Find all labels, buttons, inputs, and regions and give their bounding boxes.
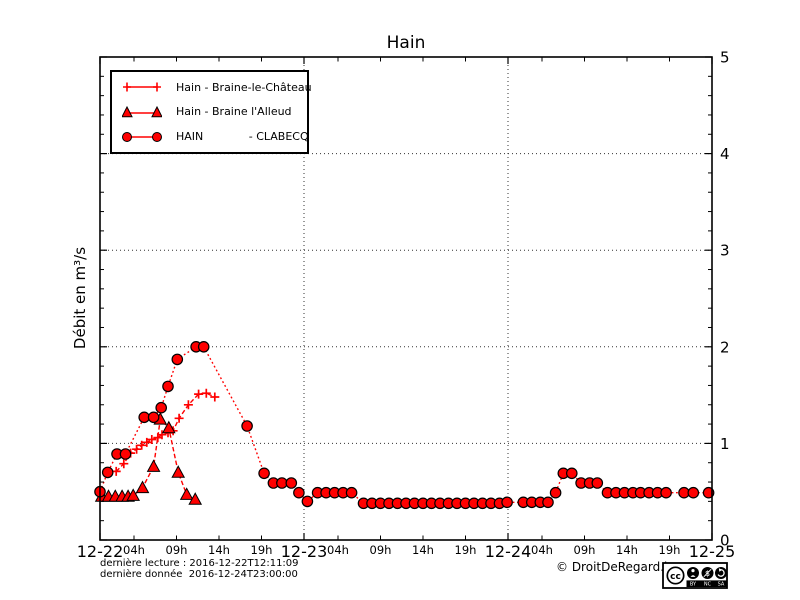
svg-text:cc: cc — [670, 572, 681, 582]
copyright-text: © DroitDeRegard.be — [556, 560, 680, 574]
data-point-plus — [201, 388, 211, 398]
data-point-circle — [702, 486, 715, 499]
series-line-2 — [99, 346, 709, 504]
plus-marker-icon — [123, 82, 161, 92]
triangle-marker-icon — [122, 105, 162, 118]
x-tick-label-hour: 09h — [370, 543, 392, 557]
badge-strip — [686, 580, 727, 587]
circle-marker-icon — [122, 131, 162, 142]
last-reading-text: dernière lecture : 2016-12-22T12:11:09 — [100, 558, 299, 569]
data-point-triangle — [146, 459, 161, 472]
data-point-circle — [119, 448, 132, 460]
data-point-circle — [660, 486, 672, 499]
by-person-icon — [687, 567, 699, 579]
data-point-triangle — [161, 420, 176, 434]
sa-arrow-icon — [715, 567, 727, 579]
data-point-circle — [542, 496, 554, 509]
y-tick-label: 3 — [720, 242, 730, 260]
cc-icon: cc — [666, 566, 685, 585]
legend-label: Hain - Braine l'Alleud — [176, 105, 292, 119]
cc-by-nc-sa-badge: cc $ BY NC SA — [662, 562, 728, 589]
x-tick-label-hour: 19h — [455, 543, 477, 557]
data-point-triangle — [126, 488, 141, 501]
data-point-circle — [258, 467, 270, 480]
y-tick-label: 0 — [720, 532, 730, 550]
x-tick-label-hour: 19h — [659, 543, 681, 557]
data-point-triangle — [179, 487, 194, 500]
x-tick-label-day: 12-23 — [281, 542, 328, 561]
data-point-plus — [157, 430, 167, 440]
x-tick-label-hour: 04h — [531, 543, 553, 557]
last-data-text: dernière donnée 2016-12-24T23:00:00 — [100, 569, 298, 580]
y-tick-label: 1 — [720, 435, 730, 453]
x-tick-label-hour: 04h — [123, 543, 145, 557]
data-point-triangle — [135, 480, 150, 494]
data-point-circle — [241, 420, 253, 432]
data-point-plus — [194, 389, 204, 399]
data-point-circle — [162, 380, 174, 393]
data-point-circle — [155, 401, 167, 414]
by-label: BY — [690, 582, 697, 588]
chart-title: Hain — [386, 33, 426, 53]
data-point-circle — [293, 486, 305, 499]
data-point-circle — [285, 477, 298, 489]
data-point-plus — [137, 440, 147, 450]
data-point-plus — [147, 435, 157, 444]
x-tick-label-hour: 19h — [251, 543, 273, 557]
data-point-circle — [501, 496, 513, 509]
data-point-plus — [119, 459, 129, 469]
legend-label: HAIN - CLABECQ — [176, 130, 309, 144]
series-line-0 — [115, 392, 216, 472]
data-point-circle — [147, 411, 160, 424]
plot-border — [99, 56, 713, 541]
legend-entry-braine-l-alleud: Hain - Braine l'Alleud — [112, 100, 307, 124]
data-point-circle — [345, 486, 358, 499]
data-point-plus — [142, 437, 152, 447]
data-point-plus — [183, 400, 193, 410]
data-point-plus — [210, 392, 220, 402]
data-point-circle — [591, 477, 604, 489]
data-point-circle — [171, 353, 184, 366]
data-point-triangle — [171, 465, 186, 478]
nc-label: NC — [704, 582, 712, 588]
data-point-circle — [565, 467, 578, 480]
x-tick-label-day: 12-24 — [485, 542, 532, 561]
legend-entry-braine-le-chateau: Hain - Braine-le-Château — [112, 75, 312, 99]
legend-label: Hain - Braine-le-Château — [176, 80, 312, 94]
x-tick-label-hour: 04h — [327, 543, 349, 557]
data-point-circle — [549, 486, 562, 499]
x-tick-label-day: 12-22 — [77, 542, 124, 561]
legend-entry-clabecq: HAIN - CLABECQ — [112, 125, 309, 149]
data-point-plus — [132, 444, 142, 454]
y-axis-label: Débit en m³/s — [71, 246, 89, 350]
x-tick-label-hour: 14h — [208, 543, 230, 557]
sa-label: SA — [718, 582, 725, 588]
y-tick-label: 4 — [720, 145, 730, 163]
data-point-plus — [174, 413, 184, 423]
data-point-circle — [101, 466, 114, 479]
x-tick-label-hour: 09h — [574, 543, 596, 557]
x-tick-label-day: 12-25 — [689, 542, 736, 561]
x-tick-label-hour: 14h — [616, 543, 638, 557]
x-tick-label-hour: 14h — [412, 543, 434, 557]
data-point-circle — [301, 495, 314, 508]
x-tick-label-hour: 09h — [166, 543, 188, 557]
y-tick-label: 5 — [720, 49, 730, 67]
y-tick-label: 2 — [720, 338, 730, 356]
legend-box: Hain - Braine-le-Château Hain - Braine l… — [110, 70, 312, 154]
data-point-circle — [687, 486, 700, 499]
data-point-circle — [197, 340, 210, 353]
nc-dollar-icon: $ — [701, 567, 714, 579]
data-point-triangle — [188, 492, 203, 505]
